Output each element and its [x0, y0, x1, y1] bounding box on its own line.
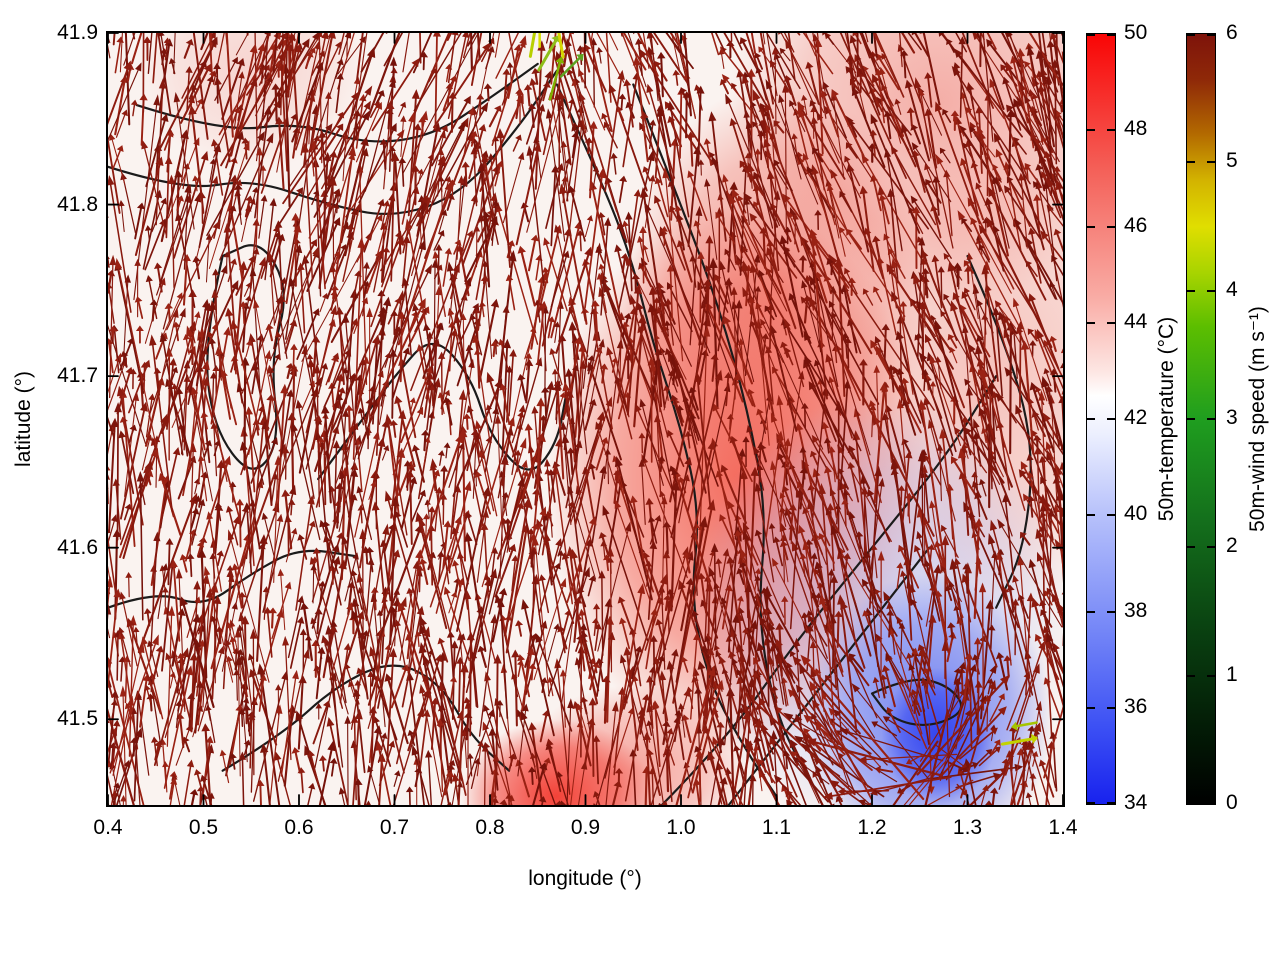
wind-tick-label: 6: [1226, 21, 1238, 44]
temperature-tick-label: 40: [1124, 502, 1148, 526]
wind-colorbar-tick-mark: [1207, 418, 1215, 420]
temperature-colorbar-tick-mark: [1087, 225, 1095, 228]
temperature-colorbar-tick-mark: [1087, 129, 1095, 132]
wind-colorbar-tick-mark: [1187, 802, 1195, 804]
y-tick-label: 41.7: [57, 364, 98, 388]
x-tick-label: 1.1: [761, 816, 792, 839]
temperature-colorbar-tick-mark: [1107, 129, 1115, 132]
x-tick-label: 0.8: [475, 816, 505, 839]
wind-colorbar-tick-mark: [1207, 34, 1215, 36]
temperature-colorbar-tick-mark: [1107, 321, 1115, 324]
temperature-colorbar-tick-mark: [1087, 706, 1095, 709]
y-axis-title: latitude (°): [12, 371, 35, 467]
wind-tick-label: 3: [1226, 406, 1238, 429]
wind-colorbar-tick-mark: [1207, 674, 1215, 677]
wind-colorbar-tick-mark: [1187, 418, 1195, 420]
x-tick-label: 0.7: [379, 816, 410, 839]
temperature-colorbar-tick-mark: [1087, 514, 1095, 517]
temperature-tick-label: 48: [1124, 117, 1148, 141]
x-tick-label: 0.9: [570, 816, 601, 839]
temperature-tick-label: 38: [1124, 598, 1148, 622]
x-tick-label: 1.0: [666, 816, 696, 839]
wind-colorbar-tick-mark: [1187, 546, 1195, 549]
temperature-colorbar: [1086, 33, 1116, 805]
temperature-colorbar-title: 50m-temperature (°C): [1155, 316, 1178, 522]
temperature-tick-label: 42: [1124, 406, 1148, 429]
wind-colorbar-tick-mark: [1207, 161, 1215, 164]
temperature-colorbar-tick-mark: [1107, 802, 1115, 804]
y-tick-label: 41.8: [57, 192, 98, 216]
temperature-colorbar-tick-mark: [1087, 802, 1095, 804]
temperature-colorbar-tick-mark: [1107, 610, 1115, 613]
wind-colorbar-tick-mark: [1187, 34, 1195, 36]
y-tick-label: 41.9: [57, 21, 98, 44]
temperature-tick-label: 36: [1124, 694, 1148, 718]
wind-colorbar-title: 50m-wind speed (m s⁻¹): [1246, 306, 1269, 532]
temperature-tick-label: 44: [1124, 309, 1148, 333]
x-tick-label: 0.6: [284, 816, 314, 839]
wind-colorbar-tick-mark: [1207, 289, 1215, 292]
temperature-colorbar-tick-mark: [1087, 418, 1095, 420]
wind-colorbar-tick-mark: [1187, 674, 1195, 677]
temperature-colorbar-tick-mark: [1107, 418, 1115, 420]
y-tick-label: 41.5: [57, 707, 98, 731]
wind-colorbar-tick-mark: [1207, 546, 1215, 549]
y-tick-label: 41.6: [57, 535, 98, 559]
temperature-colorbar-tick-mark: [1087, 610, 1095, 613]
x-tick-label: 1.2: [857, 816, 887, 839]
x-axis-title: longitude (°): [528, 867, 642, 890]
wind-tick-label: 4: [1226, 277, 1238, 301]
wind-colorbar-tick-mark: [1187, 289, 1195, 292]
x-tick-label: 0.5: [188, 816, 219, 839]
wind-tick-label: 1: [1226, 662, 1238, 686]
wind-tick-label: 2: [1226, 534, 1238, 558]
wind-colorbar-tick-mark: [1207, 802, 1215, 804]
temperature-tick-label: 46: [1124, 213, 1148, 237]
temperature-tick-label: 50: [1124, 21, 1148, 44]
wind-colorbar-tick-mark: [1187, 161, 1195, 164]
temperature-tick-label: 34: [1124, 791, 1148, 814]
temperature-colorbar-tick-mark: [1087, 34, 1095, 36]
plot-canvas: [108, 33, 1063, 805]
temperature-colorbar-tick-mark: [1087, 321, 1095, 324]
temperature-colorbar-tick-mark: [1107, 34, 1115, 36]
x-tick-label: 0.4: [93, 816, 123, 839]
wind-tick-label: 0: [1226, 791, 1238, 814]
wind-colorbar: [1186, 33, 1216, 805]
wind-tick-label: 5: [1226, 149, 1238, 173]
temperature-colorbar-tick-mark: [1107, 225, 1115, 228]
x-tick-label: 1.3: [952, 816, 983, 839]
x-tick-label: 1.4: [1048, 816, 1078, 839]
temperature-colorbar-tick-mark: [1107, 514, 1115, 517]
temperature-colorbar-tick-mark: [1107, 706, 1115, 709]
